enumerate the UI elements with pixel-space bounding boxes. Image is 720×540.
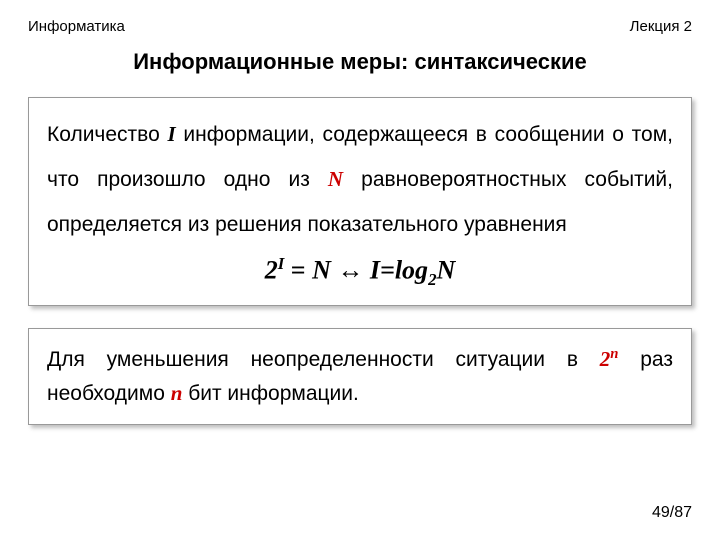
- definition-box: Количество I информации, содержащееся в …: [28, 97, 692, 306]
- coro-n: n: [171, 381, 183, 405]
- formula-Ilog: I=log: [370, 256, 428, 285]
- corollary-box: Для уменьшения неопределенности ситуации…: [28, 328, 692, 425]
- formula-N2: N: [437, 256, 456, 285]
- coro-text-3: бит информации.: [182, 382, 358, 405]
- formula-sub2: 2: [428, 270, 436, 289]
- header-right: Лекция 2: [630, 18, 692, 35]
- formula-N: N: [312, 256, 331, 285]
- header-left: Информатика: [28, 18, 125, 35]
- coro-2: 2: [600, 347, 611, 371]
- formula: 2I = N ↔ I=log2N: [47, 253, 673, 291]
- header-row: Информатика Лекция 2: [28, 18, 692, 35]
- formula-arrow: ↔: [331, 256, 370, 285]
- symbol-N: N: [328, 167, 343, 191]
- symbol-I: I: [168, 122, 176, 146]
- slide-number: 49/87: [652, 504, 692, 522]
- formula-eq1: =: [284, 256, 312, 285]
- def-text-1: Количество: [47, 123, 168, 146]
- slide-title: Информационные меры: синтаксические: [28, 49, 692, 75]
- coro-text-1: Для уменьшения неопределенности ситуации…: [47, 348, 600, 371]
- formula-2: 2: [265, 256, 278, 285]
